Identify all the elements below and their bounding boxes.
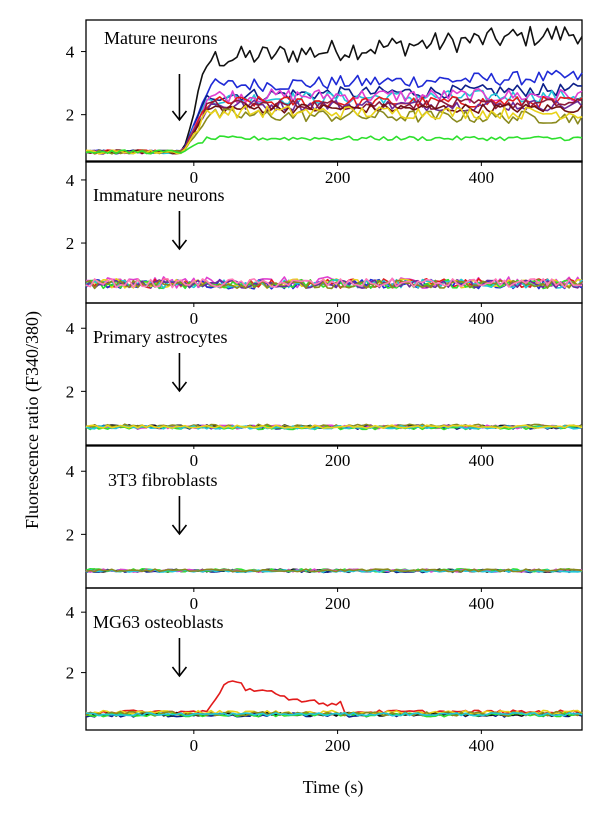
panel-title: 3T3 fibroblasts (108, 470, 218, 490)
x-tick-label: 0 (190, 168, 199, 187)
y-tick-label: 4 (66, 603, 75, 622)
stimulus-arrowhead (171, 110, 188, 122)
panel-frame (85, 302, 583, 446)
x-tick-label: 400 (469, 309, 495, 328)
panel-title: Immature neurons (93, 185, 224, 205)
stimulus-arrowhead (171, 381, 188, 393)
x-tick-label: 0 (190, 309, 199, 328)
y-tick-label: 2 (66, 234, 75, 253)
y-tick-label: 2 (66, 664, 75, 683)
y-tick-label: 4 (66, 171, 75, 190)
series-line-olive (85, 568, 583, 573)
panel-frame (85, 19, 583, 163)
panel-4: 2 4 0 200 400 3T3 fibroblasts (66, 445, 583, 613)
stimulus-arrowhead (171, 666, 188, 678)
x-tick-label: 200 (325, 309, 351, 328)
x-tick-label: 0 (190, 736, 199, 755)
y-tick-label: 2 (66, 525, 75, 544)
y-tick-label: 4 (66, 43, 75, 62)
y-tick-label: 2 (66, 106, 75, 125)
series-line-yellow (85, 424, 583, 430)
x-tick-label: 0 (190, 451, 199, 470)
panel-5: 2 4 0 200 400 MG63 osteoblasts (66, 587, 583, 755)
y-tick-label: 4 (66, 462, 75, 481)
panel-2: 2 4 0 200 400 Immature neurons (66, 160, 583, 328)
series-line-yellow (85, 105, 583, 155)
series-line-cyan (85, 711, 583, 717)
x-tick-label: 200 (325, 451, 351, 470)
panel-3: 2 4 0 200 400 Primary astrocytes (66, 302, 583, 470)
series-line-darkred (85, 103, 583, 155)
y-tick-label: 4 (66, 319, 75, 338)
x-tick-label: 200 (325, 736, 351, 755)
stimulus-arrowhead (171, 524, 188, 536)
y-tick-label: 2 (66, 382, 75, 401)
series-line-pink (85, 277, 583, 289)
x-tick-label: 400 (469, 736, 495, 755)
x-tick-label: 200 (325, 594, 351, 613)
x-tick-label: 400 (469, 594, 495, 613)
series-line-red (85, 680, 583, 715)
series-line-blue (85, 69, 583, 155)
series-line-maroon (85, 98, 583, 155)
x-axis-title: Time (s) (303, 777, 364, 798)
panel-frame (85, 587, 583, 731)
series-line-olive (85, 279, 583, 290)
panel-title: MG63 osteoblasts (93, 612, 224, 632)
panel-title: Mature neurons (104, 28, 217, 48)
panel-1: 2 4 0 200 400 Mature neurons (66, 19, 583, 187)
x-tick-label: 0 (190, 594, 199, 613)
x-tick-label: 400 (469, 168, 495, 187)
panel-title: Primary astrocytes (93, 327, 227, 347)
x-tick-label: 400 (469, 451, 495, 470)
y-axis-title: Fluorescence ratio (F340/380) (22, 311, 43, 529)
x-tick-label: 200 (325, 168, 351, 187)
stimulus-arrowhead (171, 239, 188, 251)
series-line-green (85, 135, 583, 155)
